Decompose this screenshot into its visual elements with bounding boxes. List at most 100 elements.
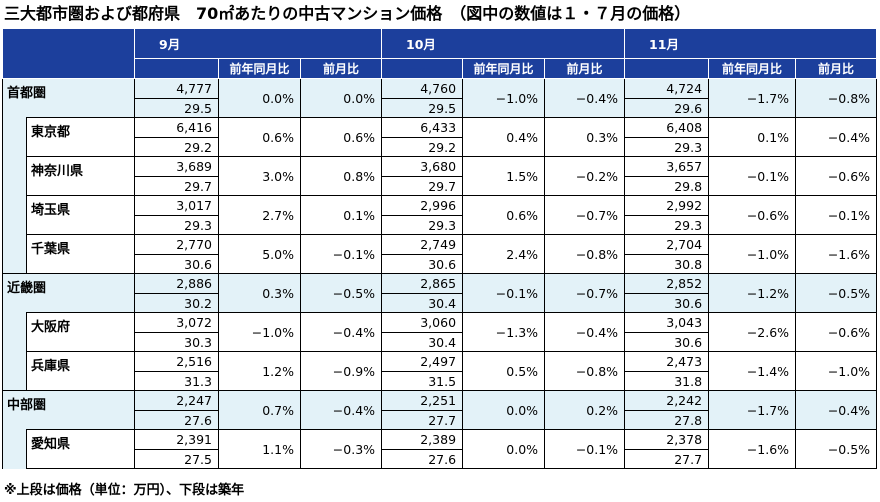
table-row: 愛知県 2,391 1.1% −0.3% 2,389 0.0% −0.1% 2,378 −1.6… xyxy=(2,429,878,469)
sub-header-row: 前年同月比 前月比 前年同月比 前月比 前年同月比 前月比 xyxy=(3,58,878,79)
yoy-value: −2.6% xyxy=(708,312,797,352)
age-value: 30.6 xyxy=(624,332,710,352)
price-value: 2,704 xyxy=(624,234,710,255)
table-row: 千葉県 2,770 5.0% −0.1% 2,749 2.4% −0.8% 2,704 −1.0… xyxy=(2,234,878,274)
table-row-age: 27.6 27.7 27.8 xyxy=(3,410,877,430)
table-row: 大阪府 3,072 −1.0% −0.4% 3,060 −1.3% −0.4% 3,043 −2… xyxy=(2,312,878,352)
table-row-age: 29.3 29.3 29.3 xyxy=(3,215,877,235)
mom-header: 前月比 xyxy=(795,58,878,79)
indent-spacer xyxy=(2,156,27,196)
prefecture-label: 愛知県 xyxy=(26,429,135,469)
yoy-value: 0.6% xyxy=(462,195,546,235)
table-row: 東京都 6,416 0.6% 0.6% 6,433 0.4% 0.3% 6,408 0.1% −0… xyxy=(2,117,878,157)
price-value: 2,247 xyxy=(134,390,219,411)
price-value: 2,992 xyxy=(624,195,710,216)
mom-value: −0.7% xyxy=(544,195,626,235)
age-value: 29.2 xyxy=(134,137,219,157)
price-value: 3,072 xyxy=(134,312,219,333)
mom-value: 0.2% xyxy=(544,390,626,430)
mom-value: 0.3% xyxy=(544,117,626,157)
mom-value: −0.4% xyxy=(299,312,383,352)
age-value: 30.3 xyxy=(134,332,219,352)
age-value: 27.8 xyxy=(624,410,710,430)
mom-value: −0.9% xyxy=(299,351,383,391)
age-value: 30.2 xyxy=(134,293,219,313)
price-value: 2,865 xyxy=(381,273,464,294)
mom-value: −0.8% xyxy=(544,351,626,391)
indent-spacer xyxy=(2,234,27,274)
indent-spacer xyxy=(2,195,27,235)
age-value: 30.6 xyxy=(381,254,464,274)
age-value: 27.6 xyxy=(381,449,464,469)
prefecture-label: 東京都 xyxy=(26,117,135,157)
price-value: 3,657 xyxy=(624,156,710,177)
age-value: 29.3 xyxy=(134,215,219,235)
table-row-age: 31.3 31.5 31.8 xyxy=(3,371,877,391)
mom-value: −0.1% xyxy=(795,195,878,235)
yoy-value: 3.0% xyxy=(218,156,301,196)
age-value: 27.7 xyxy=(624,449,710,469)
indent-spacer xyxy=(2,117,27,157)
age-value: 31.8 xyxy=(624,371,710,391)
table-row-age: 29.2 29.2 29.3 xyxy=(3,137,877,157)
mom-value: −0.6% xyxy=(795,156,878,196)
month-header-row: 9月 10月 11月 xyxy=(2,28,878,79)
price-value: 4,777 xyxy=(134,78,219,99)
indent-spacer xyxy=(2,351,27,391)
yoy-value: −1.7% xyxy=(708,390,797,430)
mom-value: −0.4% xyxy=(544,78,626,118)
price-value: 2,251 xyxy=(381,390,464,411)
page-title: 三大都市圏および都府県 70㎡あたりの中古マンション価格 （図中の数値は１・７月… xyxy=(4,4,691,23)
indent-spacer xyxy=(2,312,27,352)
price-value: 2,996 xyxy=(381,195,464,216)
yoy-value: 2.7% xyxy=(218,195,301,235)
price-value: 6,408 xyxy=(624,117,710,138)
price-value: 3,689 xyxy=(134,156,219,177)
mom-value: 0.0% xyxy=(299,78,383,118)
age-value: 27.6 xyxy=(134,410,219,430)
price-value: 3,017 xyxy=(134,195,219,216)
region-label: 近畿圏 xyxy=(2,273,135,313)
age-value: 29.7 xyxy=(381,176,464,196)
age-value: 31.5 xyxy=(381,371,464,391)
table-row: 埼玉県 3,017 2.7% 0.1% 2,996 0.6% −0.7% 2,992 −0.6%… xyxy=(2,195,878,235)
mom-value: −0.4% xyxy=(795,117,878,157)
price-value: 2,378 xyxy=(624,429,710,450)
age-value: 29.5 xyxy=(381,98,464,118)
yoy-value: −1.6% xyxy=(708,429,797,469)
month-header-9: 9月 xyxy=(133,28,383,59)
mom-value: 0.1% xyxy=(299,195,383,235)
mom-value: −0.5% xyxy=(795,273,878,313)
mom-value: −0.5% xyxy=(795,429,878,469)
table-row-age: 27.5 27.6 27.7 xyxy=(3,449,877,469)
table-body: 首都圏 4,777 0.0% 0.0% 4,760 −1.0% −0.4% 4,724 −1.7… xyxy=(2,78,878,469)
yoy-value: 0.0% xyxy=(218,78,301,118)
mom-header: 前月比 xyxy=(299,58,383,79)
age-value: 29.3 xyxy=(624,137,710,157)
price-value: 2,391 xyxy=(134,429,219,450)
month-header-11: 11月 xyxy=(624,28,878,59)
yoy-header: 前年同月比 xyxy=(462,58,546,79)
price-value: 2,749 xyxy=(381,234,464,255)
mom-value: −0.8% xyxy=(544,234,626,274)
yoy-value: 0.1% xyxy=(708,117,797,157)
yoy-value: 1.1% xyxy=(218,429,301,469)
footnote: ※上段は価格（単位：万円）、下段は築年 xyxy=(4,483,245,498)
yoy-value: −1.3% xyxy=(462,312,546,352)
table-row-age: 30.2 30.4 30.6 xyxy=(3,293,877,313)
age-value: 29.3 xyxy=(381,215,464,235)
age-value: 29.2 xyxy=(381,137,464,157)
prefecture-label: 埼玉県 xyxy=(26,195,135,235)
mom-value: 0.6% xyxy=(299,117,383,157)
price-value: 2,516 xyxy=(134,351,219,372)
yoy-value: −1.4% xyxy=(708,351,797,391)
mom-value: −0.3% xyxy=(299,429,383,469)
mom-value: −0.6% xyxy=(795,312,878,352)
table-row: 首都圏 4,777 0.0% 0.0% 4,760 −1.0% −0.4% 4,724 −1.7… xyxy=(2,78,878,118)
yoy-value: −1.0% xyxy=(218,312,301,352)
table-row: 神奈川県 3,689 3.0% 0.8% 3,680 1.5% −0.2% 3,657 −0.1… xyxy=(2,156,878,196)
table-row: 近畿圏 2,886 0.3% −0.5% 2,865 −0.1% −0.7% 2,852 −1.… xyxy=(2,273,878,313)
prefecture-label: 神奈川県 xyxy=(26,156,135,196)
prefecture-label: 千葉県 xyxy=(26,234,135,274)
mom-value: −1.6% xyxy=(795,234,878,274)
